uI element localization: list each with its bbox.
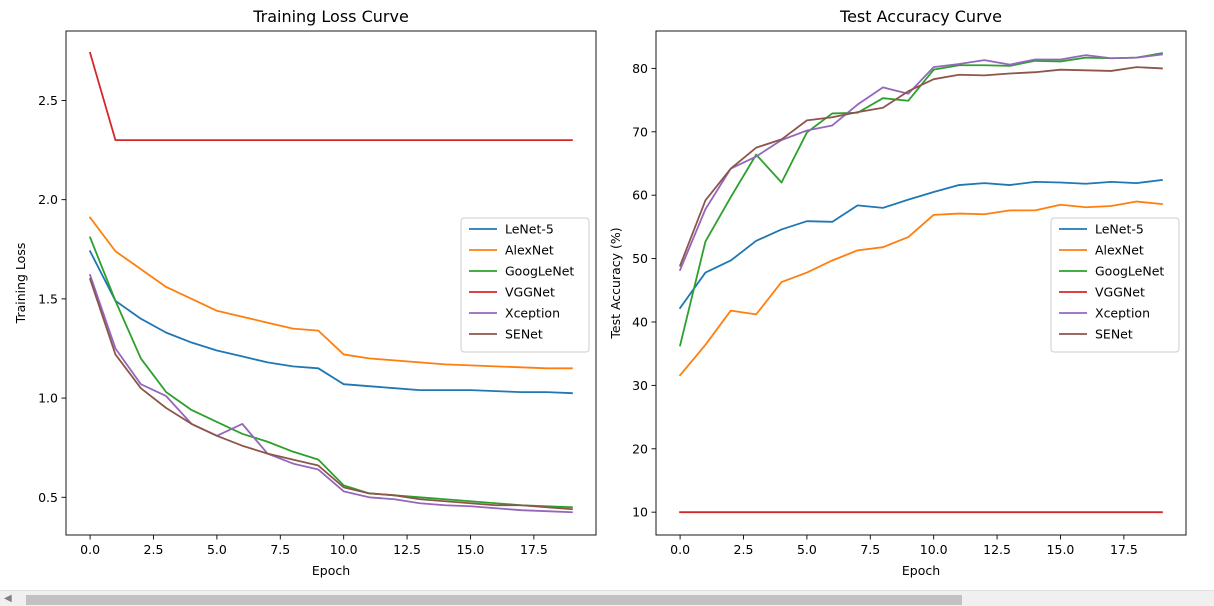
y-tick-label: 2.0 (38, 192, 58, 207)
x-tick-label: 10.0 (330, 542, 358, 557)
series-line-alexnet (88, 216, 573, 370)
subplot-1: Training Loss Curve 0.0 2.5 5.0 7.5 10.0 12.5 1… (13, 7, 597, 578)
legend-box (460, 217, 590, 353)
series-line-vggnet (88, 51, 573, 142)
y-tick-label: 10 (632, 505, 648, 520)
legend-label: Xception (1095, 306, 1150, 321)
series-line-alexnet (678, 200, 1163, 377)
x-tick-label: 15.0 (457, 542, 485, 557)
scroll-left-icon[interactable]: ◀ (4, 593, 12, 604)
x-tick-label: 17.5 (1110, 542, 1138, 557)
y-tick-label: 0.5 (38, 490, 58, 505)
legend-label: Xception (505, 306, 560, 321)
legend-label: GoogLeNet (1095, 264, 1164, 279)
legend-label: AlexNet (505, 243, 554, 258)
series-group (678, 52, 1163, 514)
legend-label: AlexNet (1095, 243, 1144, 258)
y-axis-label: Training Loss (13, 243, 28, 325)
y-tick-label: 70 (632, 124, 648, 139)
x-axis-label: Epoch (902, 563, 940, 578)
legend-label: LeNet-5 (505, 222, 554, 237)
series-line-senet (88, 277, 573, 511)
y-tick-label: 20 (632, 441, 648, 456)
y-tick-label: 30 (632, 378, 648, 393)
x-tick-label: 7.5 (860, 542, 880, 557)
x-tick-label: 5.0 (207, 542, 227, 557)
chart-title: Test Accuracy Curve (839, 7, 1002, 26)
legend-box (1050, 217, 1180, 353)
y-axis-label: Test Accuracy (%) (608, 227, 623, 339)
x-tick-label: 0.0 (670, 542, 690, 557)
series-line-lenet-5 (678, 178, 1163, 310)
series-line-xception (88, 273, 573, 514)
legend-label: SENet (1095, 327, 1133, 342)
x-tick-label: 12.5 (393, 542, 421, 557)
x-tick-label: 12.5 (983, 542, 1011, 557)
x-tick-label: 5.0 (797, 542, 817, 557)
x-tick-label: 0.0 (80, 542, 100, 557)
horizontal-scrollbar[interactable]: ◀ (0, 590, 1214, 606)
series-line-xception (678, 53, 1163, 272)
y-tick-label: 40 (632, 314, 648, 329)
series-group (88, 51, 573, 514)
axes-frame (655, 30, 1187, 536)
series-line-googlenet (88, 236, 573, 509)
subplot-2: Test Accuracy Curve 0.0 2.5 5.0 7.5 10.0 12.5 1… (608, 7, 1187, 578)
legend-label: SENet (505, 327, 543, 342)
legend-label: VGGNet (505, 285, 555, 300)
series-line-senet (678, 66, 1163, 267)
x-tick-label: 10.0 (920, 542, 948, 557)
legend: LeNet-5 AlexNet GoogLeNet VGGNet Xception SEN… (460, 217, 590, 353)
y-tick-label: 1.5 (38, 291, 58, 306)
x-tick-label: 2.5 (734, 542, 754, 557)
x-tick-label: 15.0 (1047, 542, 1075, 557)
y-tick-label: 60 (632, 188, 648, 203)
legend-label: VGGNet (1095, 285, 1145, 300)
series-line-lenet-5 (88, 250, 573, 395)
y-tick-label: 80 (632, 61, 648, 76)
legend-label: GoogLeNet (505, 264, 574, 279)
x-tick-label: 7.5 (270, 542, 290, 557)
figure: Training Loss Curve 0.0 2.5 5.0 7.5 10.0 12.5 1… (13, 7, 1187, 578)
x-tick-label: 17.5 (520, 542, 548, 557)
y-tick-label: 2.5 (38, 93, 58, 108)
axes-frame (65, 30, 597, 536)
legend-label: LeNet-5 (1095, 222, 1144, 237)
y-tick-label: 1.0 (38, 391, 58, 406)
y-tick-label: 50 (632, 251, 648, 266)
scrollbar-thumb[interactable] (26, 595, 962, 605)
x-tick-label: 2.5 (144, 542, 164, 557)
chart-title: Training Loss Curve (252, 7, 409, 26)
x-axis-label: Epoch (312, 563, 350, 578)
chart-figure: Training Loss Curve 0.0 2.5 5.0 7.5 10.0 12.5 1… (13, 7, 1187, 578)
legend: LeNet-5 AlexNet GoogLeNet VGGNet Xception SEN… (1050, 217, 1180, 353)
